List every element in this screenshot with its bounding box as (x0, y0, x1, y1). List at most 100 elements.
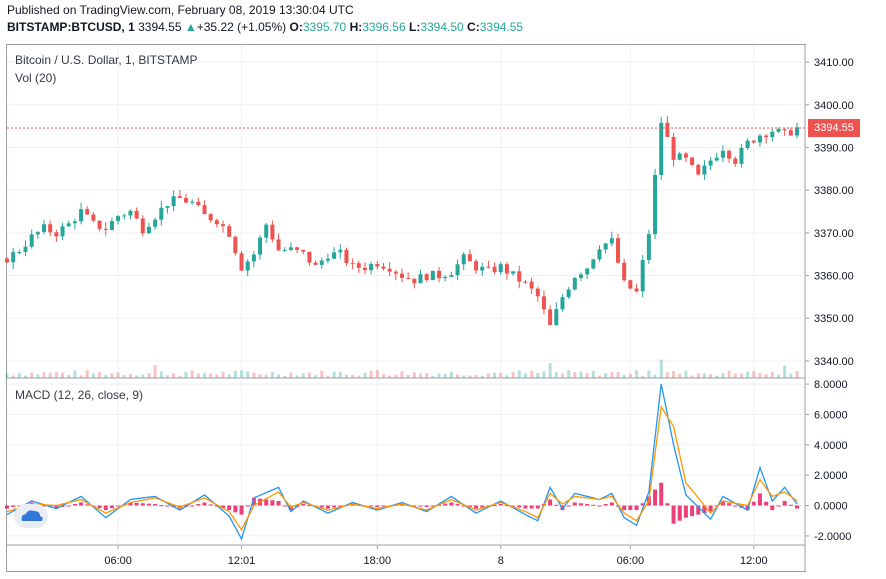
volume-bar (764, 373, 768, 378)
candle-body (202, 205, 207, 215)
macd-histogram-bar (467, 505, 472, 508)
volume-label: Vol (20) (15, 71, 57, 85)
macd-histogram-bar (264, 499, 269, 506)
macd-histogram-bar (369, 505, 374, 507)
volume-bar (554, 372, 558, 378)
ohlc-header: BITSTAMP:BTCUSD, 1 3394.55 ▲+35.22 (+1.0… (7, 20, 523, 34)
macd-histogram-bar (381, 505, 386, 507)
macd-histogram-bar (400, 504, 404, 506)
candle-body (646, 234, 651, 261)
candle-body (671, 136, 676, 160)
macd-tick-label: 0.0000 (814, 501, 848, 513)
volume-bar (511, 372, 515, 378)
candle-body (498, 264, 503, 273)
volume-bar (301, 373, 305, 378)
volume-bar (684, 370, 688, 378)
candle-body (597, 249, 602, 260)
open-value: 3395.70 (302, 20, 347, 34)
candle-body (653, 174, 658, 235)
volume-bar (517, 370, 521, 378)
tradingview-logo-icon[interactable] (14, 504, 48, 528)
candle-body (159, 207, 164, 220)
volume-bar (462, 375, 466, 378)
macd-histogram-bar (517, 505, 522, 508)
macd-histogram-bar (727, 503, 732, 506)
macd-histogram-bar (788, 504, 793, 506)
volume-bar (548, 362, 552, 378)
candle-body (733, 158, 738, 164)
candle-body (572, 277, 577, 290)
volume-bar (196, 373, 200, 378)
macd-histogram-bar (535, 505, 540, 509)
macd-histogram-bar (245, 505, 250, 507)
time-tick-label: 8 (498, 555, 504, 567)
volume-bar (789, 373, 793, 378)
macd-pane-title: MACD (12, 26, close, 9) (15, 388, 144, 402)
close-label: C: (467, 20, 480, 34)
candle-body (196, 201, 201, 206)
high-label: H: (349, 20, 363, 34)
volume-bar (468, 375, 472, 378)
volume-bar (240, 370, 244, 378)
volume-bar (381, 374, 385, 378)
macd-histogram-bar (751, 501, 756, 506)
candle-body (97, 220, 102, 229)
volume-bar (295, 375, 299, 378)
volume-bar (289, 372, 293, 378)
last-price-badge: 3394.55 (808, 119, 860, 138)
volume-bar (221, 371, 225, 378)
macd-histogram-bar (146, 503, 151, 506)
macd-histogram-bar (683, 505, 688, 518)
volume-bar (449, 371, 453, 378)
volume-bar (406, 375, 410, 378)
volume-bar (758, 372, 762, 378)
candle-body (177, 196, 182, 199)
macd-histogram-bar (529, 505, 534, 509)
candle-body (54, 232, 59, 237)
volume-bar (227, 374, 231, 378)
volume-bar (585, 372, 589, 378)
volume-bar (604, 373, 608, 378)
macd-tick-label: -2.0000 (814, 531, 851, 543)
last-price: 3394.55 (138, 20, 182, 34)
candle-body (430, 270, 435, 281)
macd-histogram-bar (504, 505, 509, 507)
macd-histogram-bar (338, 505, 343, 507)
candle-body (122, 215, 127, 217)
volume-bar (116, 372, 120, 378)
candle-body (251, 254, 256, 262)
macd-histogram-bar (782, 500, 787, 506)
candle-body (622, 262, 627, 281)
candle-body (288, 247, 293, 250)
candle-body (60, 226, 65, 237)
macd-histogram-bar (233, 505, 238, 513)
macd-histogram-bar (301, 504, 306, 506)
volume-bar (616, 371, 620, 378)
volume-bar (456, 374, 460, 378)
volume-bar (351, 374, 355, 378)
candle-body (79, 209, 84, 222)
volume-bar (388, 375, 392, 378)
candle-body (461, 254, 466, 265)
macd-histogram-bar (282, 505, 287, 507)
macd-histogram-bar (134, 502, 139, 506)
candle-body (523, 281, 528, 283)
close-value: 3394.55 (479, 20, 524, 34)
candle-body (406, 277, 411, 279)
macd-histogram-bar (418, 505, 423, 507)
volume-bar (598, 375, 601, 378)
volume-bar (110, 373, 114, 378)
volume-bar (400, 371, 404, 378)
volume-bar (42, 372, 46, 378)
candle-body (307, 251, 312, 263)
candle-body (221, 224, 226, 227)
volume-bar (98, 371, 102, 378)
volume-bar (54, 371, 58, 378)
candle-body (437, 270, 442, 279)
candle-body (325, 258, 330, 261)
macd-histogram-bar (523, 505, 528, 509)
macd-histogram-bar (572, 502, 577, 506)
volume-bar (326, 375, 330, 378)
volume-bar (67, 374, 71, 378)
